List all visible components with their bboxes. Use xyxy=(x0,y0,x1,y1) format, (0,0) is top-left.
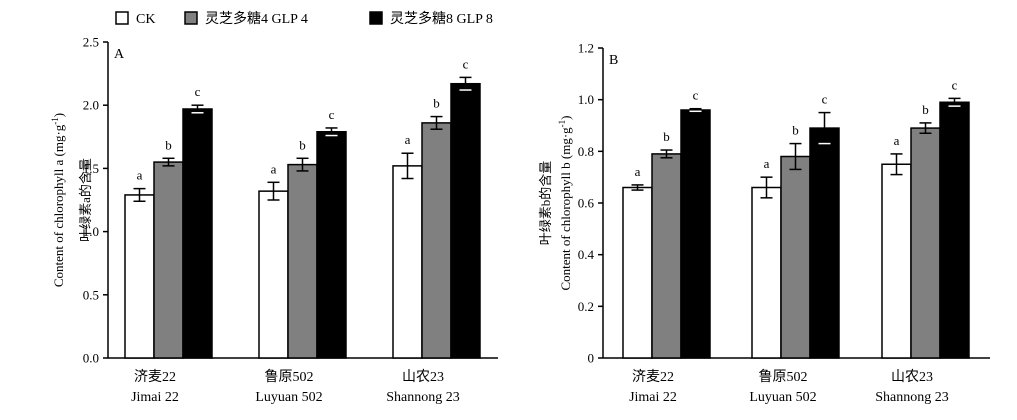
significance-letter: c xyxy=(952,77,958,92)
bar xyxy=(651,153,682,359)
error-bar xyxy=(401,152,414,180)
error-bar xyxy=(325,127,338,137)
bar xyxy=(622,186,653,359)
bar xyxy=(392,165,423,359)
bar xyxy=(258,190,289,359)
x-tick-label-cn: 山农23 xyxy=(402,369,444,385)
error-bar xyxy=(948,97,961,107)
legend-label: 灵芝多糖4 GLP 4 xyxy=(205,10,308,27)
y-tick-label: 0.2 xyxy=(578,299,594,314)
y-tick-label: 0.5 xyxy=(83,287,99,302)
error-bar xyxy=(162,157,175,167)
error-bar xyxy=(789,142,802,171)
legend: CK 灵芝多糖4 GLP 4 灵芝多糖8 GLP 8 xyxy=(115,10,493,27)
error-bar xyxy=(191,104,204,114)
significance-letter: a xyxy=(635,164,641,179)
error-bar xyxy=(890,153,903,176)
y-tick-label: 0.8 xyxy=(578,144,594,159)
significance-letter: b xyxy=(922,102,929,117)
bar xyxy=(680,109,711,359)
error-bar xyxy=(689,107,702,113)
y-tick-label: 1.0 xyxy=(83,224,99,239)
bar xyxy=(153,161,184,359)
legend-label: 灵芝多糖8 GLP 8 xyxy=(390,10,493,27)
legend-item: 灵芝多糖4 GLP 4 xyxy=(184,10,308,27)
y-tick-label: 0 xyxy=(588,351,595,366)
y-axis-label-en: Content of chlorophyll a (mg·g-1) xyxy=(50,113,66,287)
bar xyxy=(182,108,213,359)
y-axis-label-en: Content of chlorophyll b (mg·g-1) xyxy=(557,115,573,290)
legend-item: CK xyxy=(115,11,155,27)
significance-letter: c xyxy=(329,107,335,122)
y-axis-label-cn: 叶绿素b的含量 xyxy=(538,161,553,246)
significance-letter: a xyxy=(405,132,411,147)
chart-panel-a: 0.0 0.5 1.0 1.5 2.0 2.5 A 叶绿素a的含量 Content of chl… xyxy=(50,35,498,405)
error-bar xyxy=(919,122,932,134)
error-bar xyxy=(296,157,309,172)
chart-panel-b: 0 0.2 0.4 0.6 0.8 1.0 1.2 B 叶绿素b的含量 Content of ch… xyxy=(538,41,990,405)
y-tick-label: 1.2 xyxy=(578,41,594,56)
legend-item: 灵芝多糖8 GLP 8 xyxy=(369,10,493,27)
y-tick-label: 2.0 xyxy=(83,98,99,113)
x-tick-label-en: Jimai 22 xyxy=(629,390,677,405)
significance-letter: a xyxy=(271,161,277,176)
significance-letter: b xyxy=(663,129,670,144)
x-tick-label-en: Jimai 22 xyxy=(131,390,179,405)
bar xyxy=(287,163,318,359)
bar xyxy=(316,130,347,359)
bar xyxy=(881,163,912,359)
bar xyxy=(910,127,941,359)
error-bar xyxy=(267,181,280,201)
error-bar xyxy=(760,176,773,199)
y-tick-label: 1.0 xyxy=(578,92,594,107)
significance-letter: c xyxy=(463,56,469,71)
error-bar xyxy=(133,187,146,203)
significance-letter: a xyxy=(894,133,900,148)
bar xyxy=(780,155,811,359)
panel-letter: B xyxy=(609,53,618,68)
y-axis-label-cn: 叶绿素a的含量 xyxy=(78,158,93,242)
panel-letter: A xyxy=(114,47,125,62)
x-tick-label-en: Shannong 23 xyxy=(875,390,949,405)
y-tick-label: 1.5 xyxy=(83,161,99,176)
x-tick-label-en: Shannong 23 xyxy=(386,390,460,405)
error-bar xyxy=(459,76,472,91)
error-bar xyxy=(660,149,673,159)
x-tick-label-cn: 山农23 xyxy=(891,369,933,385)
bar xyxy=(421,122,452,359)
x-tick-label-cn: 济麦22 xyxy=(632,369,674,385)
y-tick-label: 0.4 xyxy=(578,247,595,262)
bar xyxy=(751,186,782,359)
bar xyxy=(124,194,155,359)
x-tick-label-cn: 鲁原502 xyxy=(265,369,314,385)
significance-letter: c xyxy=(693,88,699,103)
bar xyxy=(450,82,481,359)
significance-letter: a xyxy=(137,168,143,183)
legend-label: CK xyxy=(136,12,155,27)
bar xyxy=(939,101,970,359)
legend-swatch xyxy=(184,11,198,25)
x-tick-label-en: Luyuan 502 xyxy=(749,390,816,405)
legend-swatch xyxy=(115,11,129,25)
significance-letter: a xyxy=(764,156,770,171)
x-tick-label-cn: 济麦22 xyxy=(134,369,176,385)
significance-letter: c xyxy=(195,84,201,99)
significance-letter: b xyxy=(433,96,440,111)
legend-swatch xyxy=(369,11,383,25)
significance-letter: c xyxy=(822,92,828,107)
bar xyxy=(809,127,840,359)
x-tick-label-cn: 鲁原502 xyxy=(759,369,808,385)
x-tick-label-en: Luyuan 502 xyxy=(255,390,322,405)
error-bar xyxy=(631,184,644,191)
error-bar xyxy=(430,115,443,130)
significance-letter: b xyxy=(165,137,172,152)
error-bar xyxy=(818,111,831,145)
y-tick-label: 0.6 xyxy=(578,196,595,211)
significance-letter: b xyxy=(299,137,306,152)
significance-letter: b xyxy=(792,123,799,138)
y-tick-label: 2.5 xyxy=(83,35,99,50)
y-tick-label: 0.0 xyxy=(83,351,99,366)
